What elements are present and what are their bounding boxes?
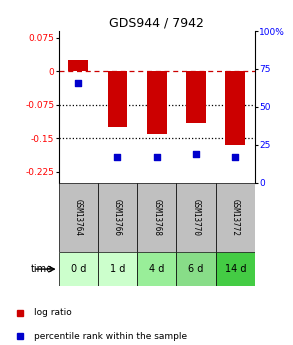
- Bar: [216, 183, 255, 252]
- Text: GSM13770: GSM13770: [192, 199, 200, 236]
- Bar: [59, 252, 98, 286]
- Bar: [216, 252, 255, 286]
- Point: [115, 154, 120, 160]
- Bar: [137, 252, 176, 286]
- Bar: [98, 183, 137, 252]
- Point: [154, 154, 159, 160]
- Bar: [98, 252, 137, 286]
- Bar: [226, 71, 245, 145]
- Text: 14 d: 14 d: [224, 264, 246, 274]
- Text: GSM13766: GSM13766: [113, 199, 122, 236]
- Point: [194, 151, 198, 157]
- Bar: [147, 71, 166, 134]
- Point: [233, 154, 238, 160]
- Text: GSM13772: GSM13772: [231, 199, 240, 236]
- Point: [76, 80, 81, 86]
- Text: time: time: [30, 264, 53, 274]
- Text: GSM13768: GSM13768: [152, 199, 161, 236]
- Title: GDS944 / 7942: GDS944 / 7942: [109, 17, 204, 30]
- Bar: [176, 183, 216, 252]
- Bar: [59, 183, 98, 252]
- Bar: [68, 60, 88, 71]
- Text: GSM13764: GSM13764: [74, 199, 83, 236]
- Bar: [108, 71, 127, 127]
- Text: 6 d: 6 d: [188, 264, 204, 274]
- Text: 4 d: 4 d: [149, 264, 164, 274]
- Bar: [186, 71, 206, 122]
- Bar: [137, 183, 176, 252]
- Text: log ratio: log ratio: [34, 308, 72, 317]
- Text: percentile rank within the sample: percentile rank within the sample: [34, 332, 187, 341]
- Text: 0 d: 0 d: [71, 264, 86, 274]
- Bar: [176, 252, 216, 286]
- Text: 1 d: 1 d: [110, 264, 125, 274]
